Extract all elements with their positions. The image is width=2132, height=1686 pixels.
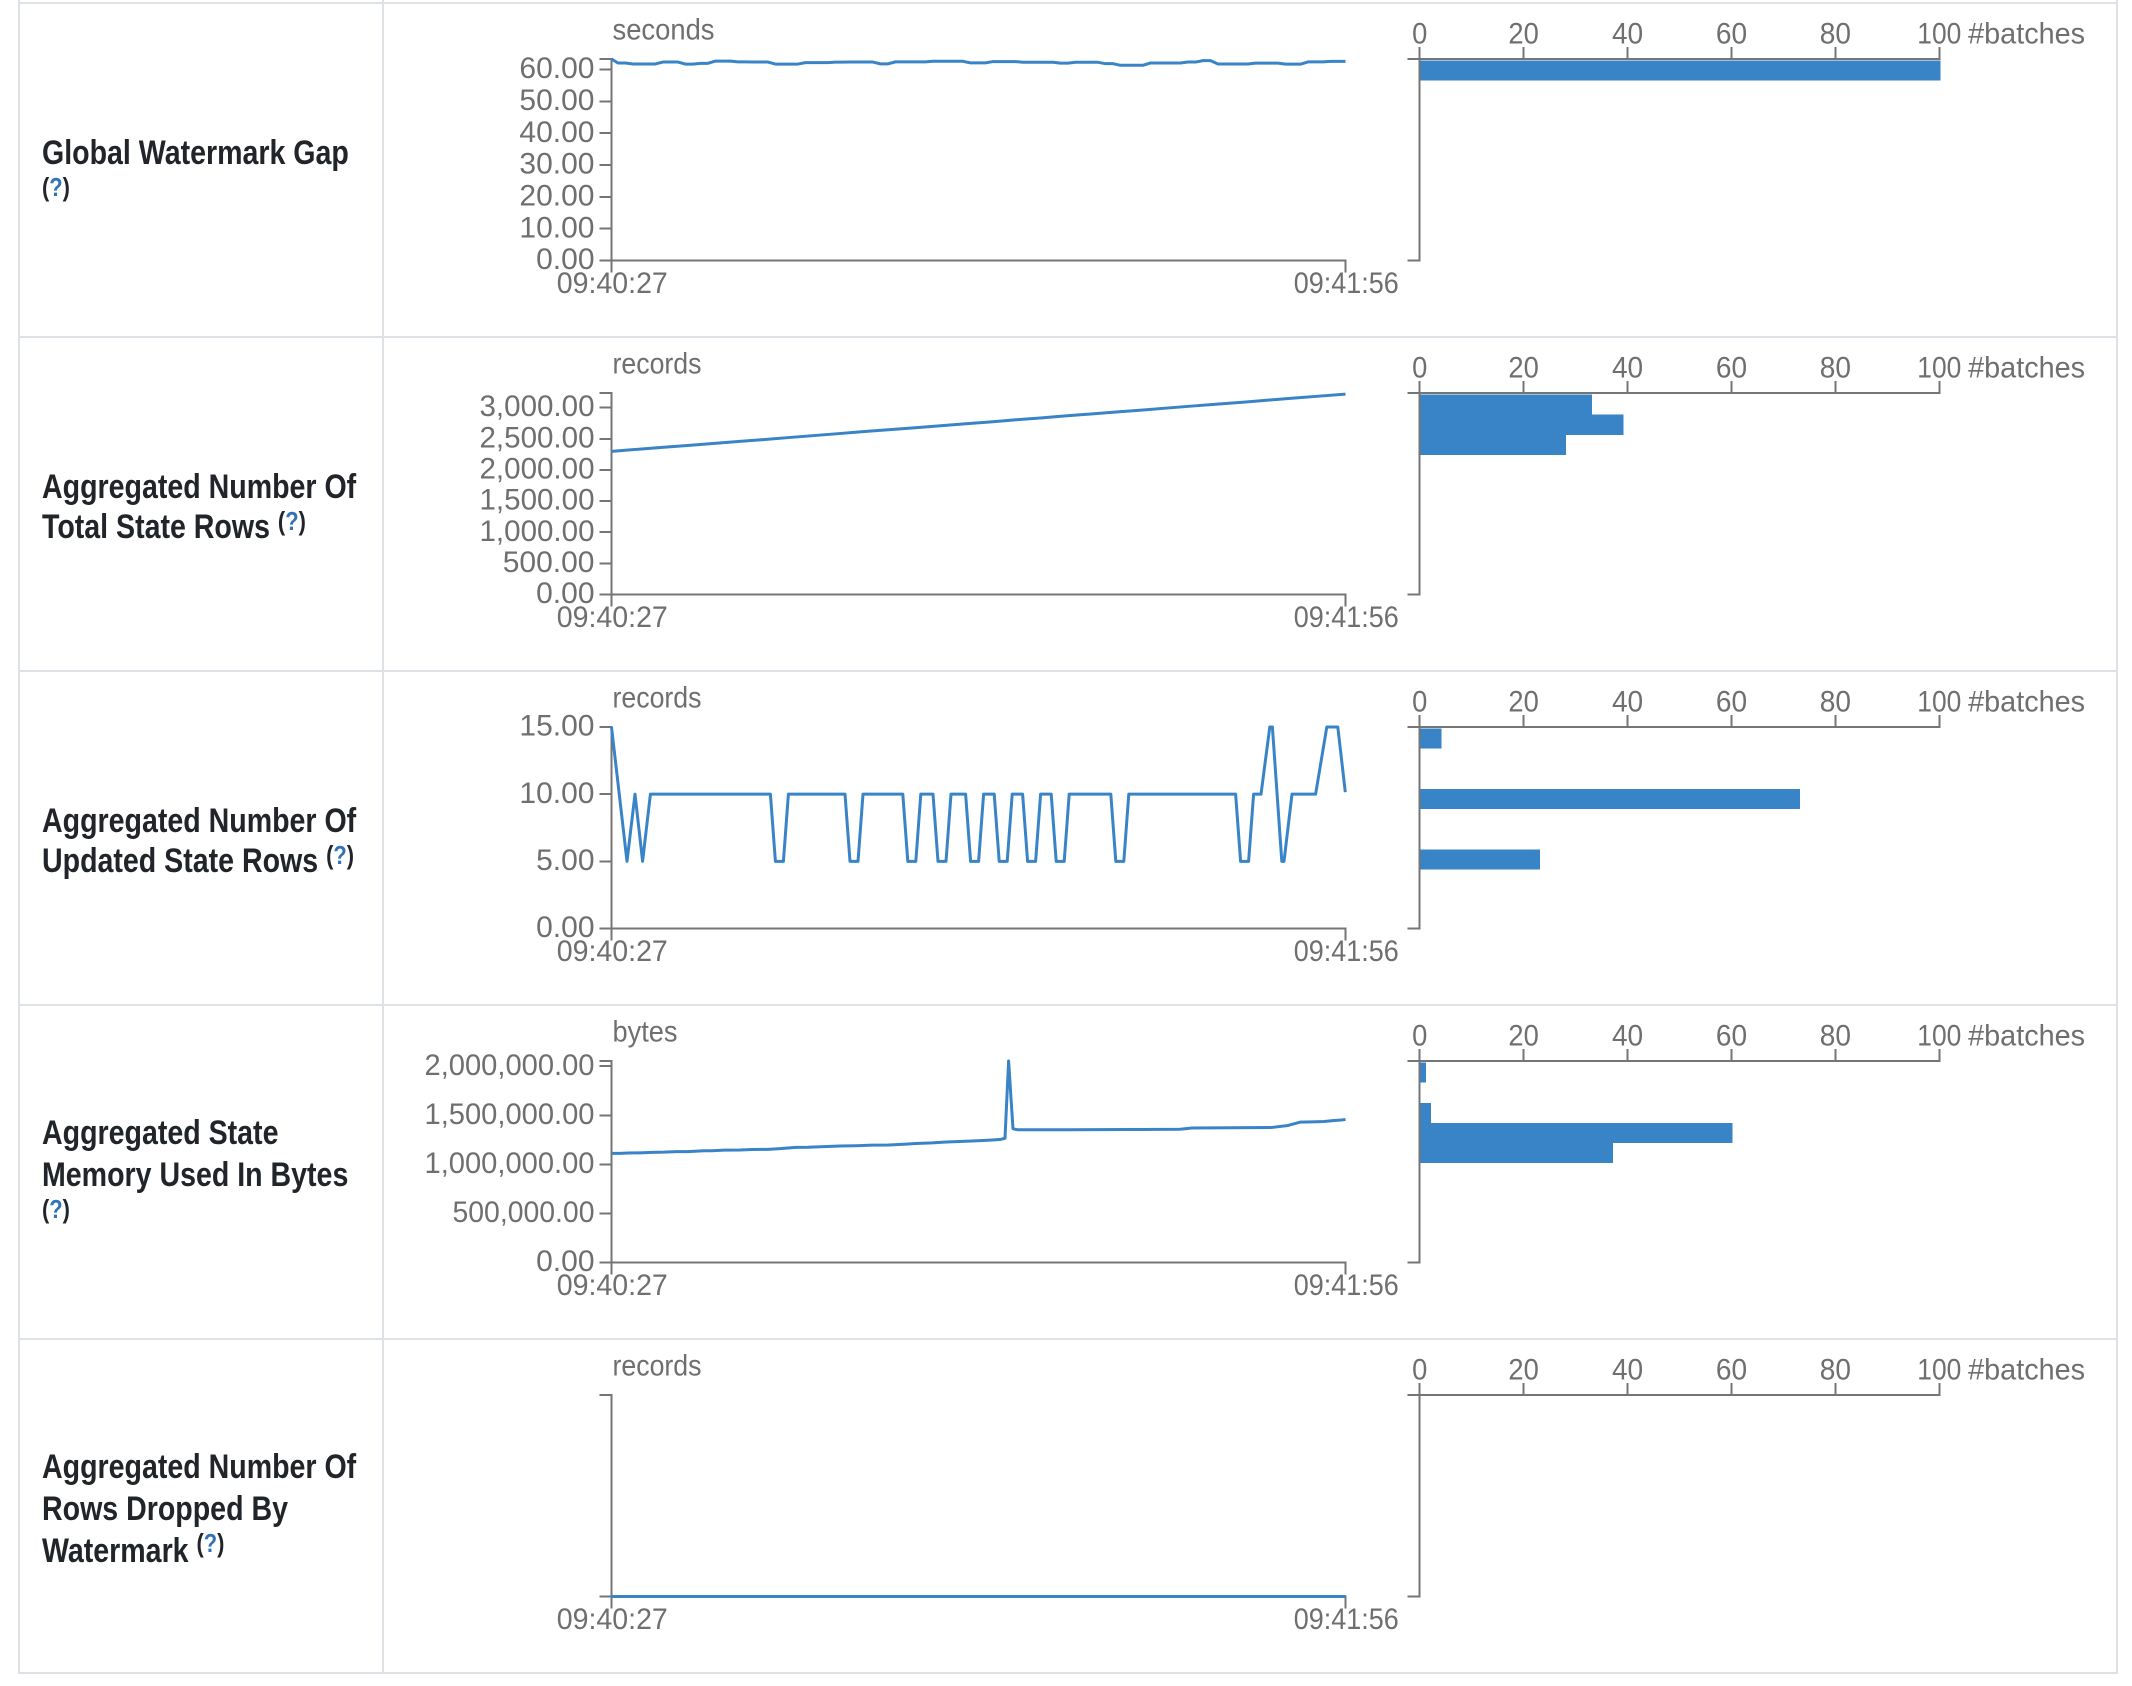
svg-text:09:40:27: 09:40:27 <box>557 1269 668 1302</box>
svg-text:09:41:56: 09:41:56 <box>1294 1269 1399 1302</box>
svg-text:10.00: 10.00 <box>519 777 594 810</box>
svg-text:records: records <box>613 348 702 381</box>
svg-text:20: 20 <box>1508 685 1538 718</box>
svg-text:3,000.00: 3,000.00 <box>480 390 595 423</box>
svg-text:0.00: 0.00 <box>536 1245 594 1278</box>
svg-text:50.00: 50.00 <box>519 84 594 117</box>
svg-text:100: 100 <box>1917 1019 1961 1052</box>
svg-text:09:41:56: 09:41:56 <box>1294 1603 1399 1636</box>
svg-text:30.00: 30.00 <box>519 148 594 181</box>
svg-text:09:40:27: 09:40:27 <box>557 601 668 634</box>
svg-text:5.00: 5.00 <box>536 844 594 877</box>
svg-text:#batches: #batches <box>1968 1353 2085 1386</box>
svg-text:seconds: seconds <box>613 14 715 47</box>
svg-text:records: records <box>613 1350 702 1383</box>
svg-text:60: 60 <box>1716 17 1747 50</box>
svg-text:80: 80 <box>1820 17 1851 50</box>
svg-text:80: 80 <box>1820 685 1851 718</box>
svg-text:100: 100 <box>1917 685 1961 718</box>
svg-text:0.00: 0.00 <box>536 911 594 944</box>
svg-text:40: 40 <box>1612 17 1643 50</box>
svg-text:bytes: bytes <box>613 1016 678 1049</box>
svg-text:10.00: 10.00 <box>519 211 594 244</box>
svg-text:#batches: #batches <box>1968 1019 2085 1052</box>
svg-text:0: 0 <box>1412 351 1427 384</box>
svg-text:60: 60 <box>1716 351 1747 384</box>
svg-text:80: 80 <box>1820 1353 1851 1386</box>
svg-text:40: 40 <box>1612 685 1643 718</box>
svg-text:80: 80 <box>1820 1019 1851 1052</box>
svg-text:0: 0 <box>1412 685 1427 718</box>
svg-text:0.00: 0.00 <box>536 243 594 276</box>
svg-text:40: 40 <box>1612 1019 1643 1052</box>
svg-text:500,000.00: 500,000.00 <box>453 1196 595 1229</box>
svg-text:80: 80 <box>1820 351 1851 384</box>
svg-text:20: 20 <box>1508 17 1538 50</box>
svg-text:15.00: 15.00 <box>519 710 594 743</box>
svg-text:records: records <box>613 682 702 715</box>
svg-text:100: 100 <box>1917 351 1961 384</box>
svg-text:100: 100 <box>1917 17 1961 50</box>
svg-text:20.00: 20.00 <box>519 179 594 212</box>
svg-text:0: 0 <box>1412 1353 1427 1386</box>
svg-text:2,000,000.00: 2,000,000.00 <box>425 1049 595 1082</box>
svg-text:09:40:27: 09:40:27 <box>557 267 668 300</box>
svg-text:1,500,000.00: 1,500,000.00 <box>425 1098 595 1131</box>
svg-text:40: 40 <box>1612 351 1643 384</box>
svg-text:100: 100 <box>1917 1353 1961 1386</box>
svg-text:40: 40 <box>1612 1353 1643 1386</box>
svg-text:1,000.00: 1,000.00 <box>480 515 595 548</box>
svg-text:09:41:56: 09:41:56 <box>1294 935 1399 968</box>
svg-text:0.00: 0.00 <box>536 577 594 610</box>
svg-text:60.00: 60.00 <box>519 52 594 85</box>
svg-text:#batches: #batches <box>1968 351 2085 384</box>
svg-text:40.00: 40.00 <box>519 116 594 149</box>
svg-text:1,500.00: 1,500.00 <box>480 484 595 517</box>
svg-text:0: 0 <box>1412 17 1427 50</box>
svg-text:60: 60 <box>1716 1019 1747 1052</box>
svg-text:60: 60 <box>1716 1353 1747 1386</box>
svg-text:500.00: 500.00 <box>503 546 595 579</box>
svg-text:20: 20 <box>1508 1353 1538 1386</box>
svg-text:60: 60 <box>1716 685 1747 718</box>
svg-text:0: 0 <box>1412 1019 1427 1052</box>
svg-text:2,000.00: 2,000.00 <box>480 453 595 486</box>
svg-text:09:40:27: 09:40:27 <box>557 935 668 968</box>
svg-text:20: 20 <box>1508 351 1538 384</box>
svg-text:1,000,000.00: 1,000,000.00 <box>425 1147 595 1180</box>
svg-text:#batches: #batches <box>1968 685 2085 718</box>
svg-text:09:40:27: 09:40:27 <box>557 1603 668 1636</box>
svg-text:09:41:56: 09:41:56 <box>1294 267 1399 300</box>
svg-text:20: 20 <box>1508 1019 1538 1052</box>
svg-text:2,500.00: 2,500.00 <box>480 421 595 454</box>
svg-text:#batches: #batches <box>1968 17 2085 50</box>
svg-text:09:41:56: 09:41:56 <box>1294 601 1399 634</box>
